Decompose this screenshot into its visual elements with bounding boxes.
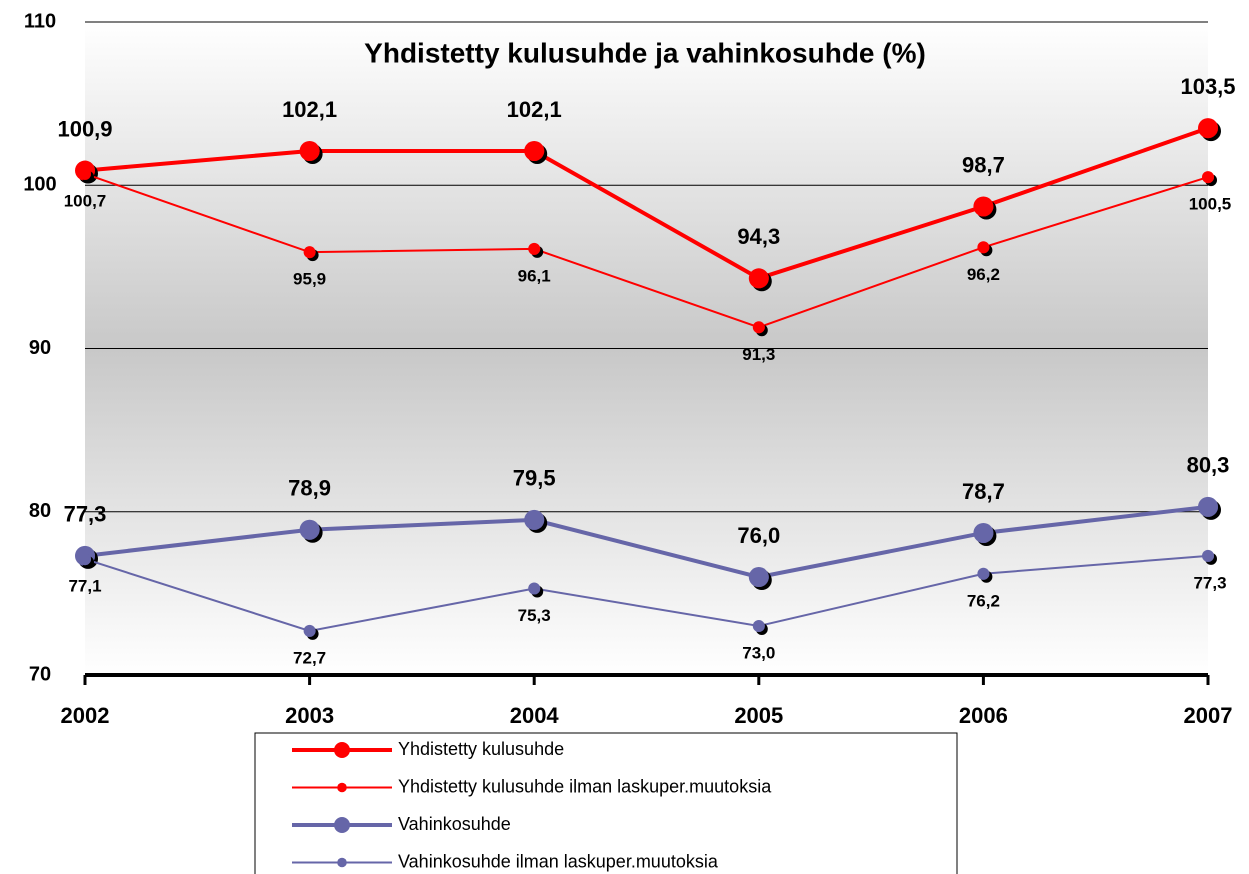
- data-point: [973, 196, 994, 217]
- data-label: 78,9: [288, 476, 331, 501]
- series-line: [84, 172, 1209, 329]
- data-label: 72,7: [293, 648, 326, 667]
- legend-label: Vahinkosuhde ilman laskuper.muutoksia: [398, 851, 719, 871]
- data-point: [299, 519, 320, 540]
- y-tick-label: 90: [29, 337, 51, 359]
- x-tick-label: 2006: [959, 703, 1008, 728]
- data-label: 73,0: [742, 644, 775, 663]
- data-point: [524, 509, 545, 530]
- chart-title: Yhdistetty kulusuhde ja vahinkosuhde (%): [364, 37, 926, 68]
- data-label: 76,2: [967, 591, 1000, 610]
- data-point: [303, 246, 316, 259]
- data-point: [748, 567, 769, 588]
- data-point: [528, 242, 541, 255]
- data-label: 78,7: [962, 479, 1005, 504]
- x-tick-label: 2007: [1184, 703, 1233, 728]
- data-label: 79,5: [513, 466, 556, 491]
- series-line: [84, 504, 1209, 580]
- data-point: [977, 567, 990, 580]
- series-line: [84, 554, 1209, 632]
- data-label: 96,2: [967, 265, 1000, 284]
- data-point: [752, 321, 765, 334]
- data-point: [1198, 118, 1218, 139]
- data-point: [79, 167, 91, 180]
- data-label: 96,1: [518, 266, 551, 285]
- data-label: 102,1: [282, 97, 337, 122]
- data-point: [973, 522, 994, 543]
- data-point: [748, 268, 769, 289]
- data-label: 103,5: [1180, 74, 1235, 99]
- legend-label: Yhdistetty kulusuhde ilman laskuper.muut…: [398, 776, 772, 796]
- data-label: 77,3: [1193, 573, 1226, 592]
- y-tick-label: 80: [29, 500, 51, 522]
- data-point: [1202, 549, 1214, 562]
- x-tick-label: 2004: [510, 703, 560, 728]
- data-label: 80,3: [1187, 453, 1230, 478]
- x-tick-label: 2005: [734, 703, 783, 728]
- legend-label: Vahinkosuhde: [398, 814, 511, 834]
- data-label: 100,5: [1189, 195, 1232, 214]
- legend-marker: [337, 857, 347, 868]
- data-label: 77,3: [64, 502, 107, 527]
- data-point: [79, 553, 91, 566]
- data-point: [1202, 171, 1214, 184]
- y-tick-label: 70: [29, 663, 51, 685]
- data-label: 77,1: [68, 577, 101, 596]
- y-tick-label: 100: [23, 174, 56, 196]
- data-point: [299, 140, 320, 161]
- legend-marker: [334, 817, 350, 833]
- legend-marker: [337, 782, 347, 793]
- data-label: 94,3: [737, 224, 780, 249]
- data-point: [524, 140, 545, 161]
- data-label: 102,1: [507, 97, 562, 122]
- series-line: [84, 126, 1209, 281]
- data-label: 76,0: [737, 523, 780, 548]
- data-label: 98,7: [962, 152, 1005, 177]
- y-tick-label: 110: [24, 10, 56, 32]
- data-point: [528, 582, 541, 595]
- legend-marker: [334, 742, 350, 758]
- data-point: [1198, 496, 1218, 517]
- data-label: 91,3: [742, 345, 775, 364]
- data-point: [977, 241, 990, 254]
- data-label: 95,9: [293, 270, 326, 289]
- data-label: 100,7: [64, 191, 107, 210]
- data-point: [752, 620, 765, 633]
- legend-box: [254, 732, 958, 874]
- legend-label: Yhdistetty kulusuhde: [398, 739, 564, 759]
- data-label: 100,9: [57, 116, 112, 141]
- x-tick-label: 2003: [285, 703, 334, 728]
- data-label: 75,3: [518, 606, 551, 625]
- x-tick-label: 2002: [61, 703, 110, 728]
- data-point: [303, 624, 316, 637]
